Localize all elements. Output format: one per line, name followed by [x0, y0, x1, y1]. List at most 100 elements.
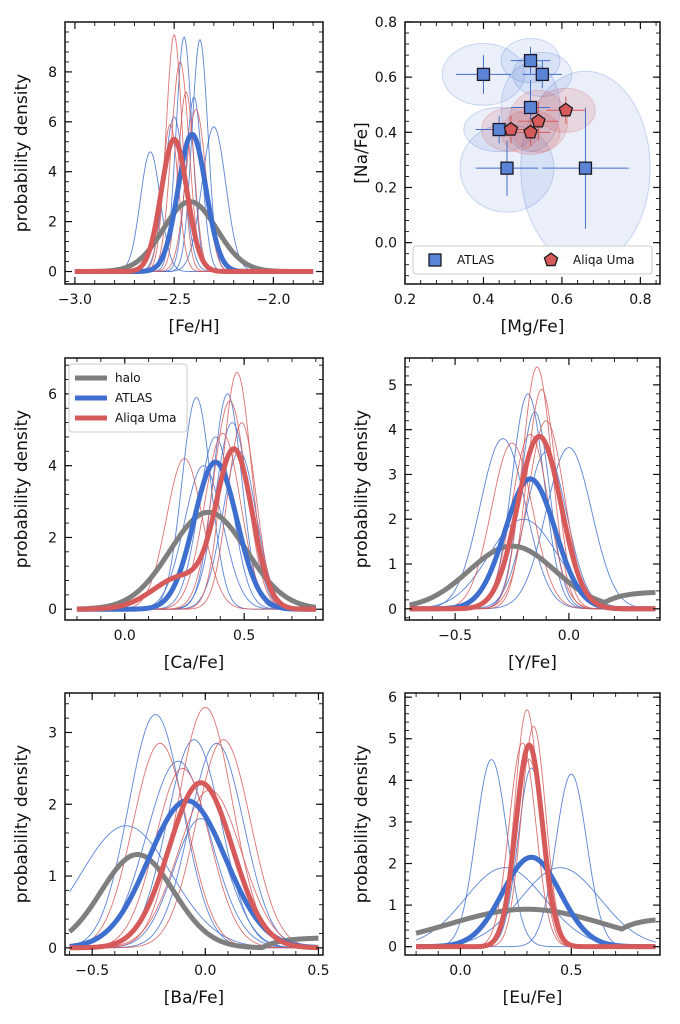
- x-axis-label: [Ba/Fe]: [164, 988, 224, 1008]
- y-tick-label: 3: [388, 467, 397, 483]
- x-tick-label: 0.5: [560, 963, 582, 979]
- legend: halo ATLAS Aliqa Uma: [68, 363, 188, 433]
- y-tick-label: 0.0: [375, 236, 397, 252]
- legend-label: halo: [115, 371, 141, 385]
- marker-atlas: [500, 161, 514, 175]
- plot-area: [75, 372, 318, 612]
- x-axis-label: [Y/Fe]: [508, 653, 557, 673]
- y-axis-label: [Na/Fe]: [352, 122, 372, 183]
- plot-area: [67, 706, 320, 951]
- y-tick-label: 1: [388, 898, 397, 914]
- y-axis-label: probability density: [12, 74, 32, 232]
- legend-label: ATLAS: [457, 253, 494, 267]
- y-tick-label: 6: [48, 387, 57, 403]
- plot-area: [73, 34, 315, 275]
- y-axis-label: probability density: [12, 745, 32, 903]
- y-tick-label: 0.2: [375, 180, 397, 196]
- panel-yfe: −0.5 0.0 0 1 2 3 4 5 [Y/Fe] probability density: [352, 357, 661, 673]
- y-tick-label: 0: [388, 602, 397, 618]
- marker-aliqa: [531, 113, 546, 128]
- plot-area: [441, 38, 651, 266]
- marker-atlas: [492, 122, 506, 137]
- x-tick-label: 0.4: [472, 292, 494, 308]
- y-tick-label: 0: [48, 602, 57, 618]
- y-tick-label: 0: [48, 941, 57, 957]
- y-tick-label: 2: [48, 530, 57, 546]
- marker-atlas: [535, 67, 549, 82]
- y-tick-label: 8: [48, 65, 57, 81]
- x-tick-label: 0.5: [307, 963, 329, 979]
- panel-feh: −3.0 −2.5 −2.0 0 2 4 6 8 [Fe/H] probability densi…: [12, 21, 324, 337]
- x-tick-label: 0.2: [394, 292, 416, 308]
- marker-aliqa: [503, 121, 519, 136]
- legend-label: Aliqa Uma: [115, 411, 177, 425]
- thin-curve-aliqa: [69, 739, 319, 949]
- plot-area: [408, 366, 657, 612]
- thin-curve-atlas: [409, 447, 656, 610]
- thin-curve-atlas: [74, 96, 314, 272]
- y-tick-label: 6: [388, 690, 397, 706]
- x-tick-label: −0.5: [438, 628, 472, 644]
- axes-frame: [64, 21, 324, 285]
- series-curve-halo: [408, 543, 657, 608]
- x-tick-label: 0.0: [558, 628, 580, 644]
- marker-atlas: [476, 67, 491, 82]
- series-curve-aliqa: [414, 742, 657, 950]
- x-tick-label: 0.0: [194, 963, 216, 979]
- x-tick-label: 0.8: [629, 292, 651, 308]
- marker-atlas: [523, 53, 538, 68]
- x-axis-label: [Mg/Fe]: [501, 317, 565, 337]
- x-tick-label: 0.0: [449, 963, 471, 979]
- y-tick-label: 2: [48, 215, 57, 231]
- y-tick-label: 0: [388, 940, 397, 956]
- legend-box: [68, 363, 188, 433]
- y-tick-label: 0.4: [375, 125, 397, 141]
- thin-curve-aliqa: [74, 91, 314, 272]
- y-axis-label: probability density: [12, 410, 32, 568]
- y-axis-label: probability density: [352, 410, 372, 568]
- plot-area: [414, 709, 657, 950]
- legend-marker-aliqa: [543, 252, 559, 267]
- panel-cafe: 0.0 0.5 0 2 4 6 [Ca/Fe] probability density halo…: [12, 357, 324, 673]
- legend-label: Aliqa Uma: [573, 253, 635, 267]
- legend: ATLAS Aliqa Uma: [412, 245, 653, 275]
- axes-frame: [404, 21, 661, 285]
- y-tick-label: 0: [48, 265, 57, 281]
- x-axis-label: [Eu/Fe]: [503, 988, 563, 1008]
- thin-curve-aliqa: [69, 789, 319, 949]
- y-tick-label: 1: [388, 557, 397, 573]
- thin-curve-atlas: [409, 451, 656, 610]
- x-tick-label: −2.0: [256, 292, 290, 308]
- y-tick-label: 0.6: [375, 70, 397, 86]
- marker-atlas: [523, 100, 538, 115]
- thin-curve-aliqa: [409, 388, 656, 610]
- marker-aliqa: [558, 102, 574, 117]
- series-curve-aliqa: [68, 780, 320, 951]
- series-curve-halo: [67, 852, 320, 951]
- thin-curve-atlas: [409, 438, 656, 610]
- series-curve-aliqa: [408, 433, 657, 612]
- axes-frame: [64, 692, 324, 956]
- x-tick-label: 0.5: [233, 628, 255, 644]
- axes-frame: [64, 357, 324, 621]
- series-curve-aliqa: [75, 446, 318, 612]
- y-tick-label: 2: [48, 797, 57, 813]
- y-tick-label: 0.8: [375, 15, 397, 31]
- y-tick-label: 6: [48, 115, 57, 131]
- x-tick-label: 0.0: [114, 628, 136, 644]
- y-tick-label: 1: [48, 869, 57, 885]
- y-tick-label: 5: [388, 732, 397, 748]
- axes-frame: [404, 692, 661, 956]
- series-curve-aliqa: [73, 136, 315, 275]
- y-tick-label: 2: [388, 512, 397, 528]
- x-tick-label: −0.5: [75, 963, 109, 979]
- y-tick-label: 2: [388, 857, 397, 873]
- thin-curve-aliqa: [76, 458, 316, 610]
- y-tick-label: 4: [48, 165, 57, 181]
- y-tick-label: 4: [388, 773, 397, 789]
- x-axis-label: [Ca/Fe]: [164, 653, 225, 673]
- x-tick-label: 0.6: [551, 292, 573, 308]
- thin-curve-aliqa: [409, 433, 656, 610]
- marker-atlas: [578, 161, 593, 175]
